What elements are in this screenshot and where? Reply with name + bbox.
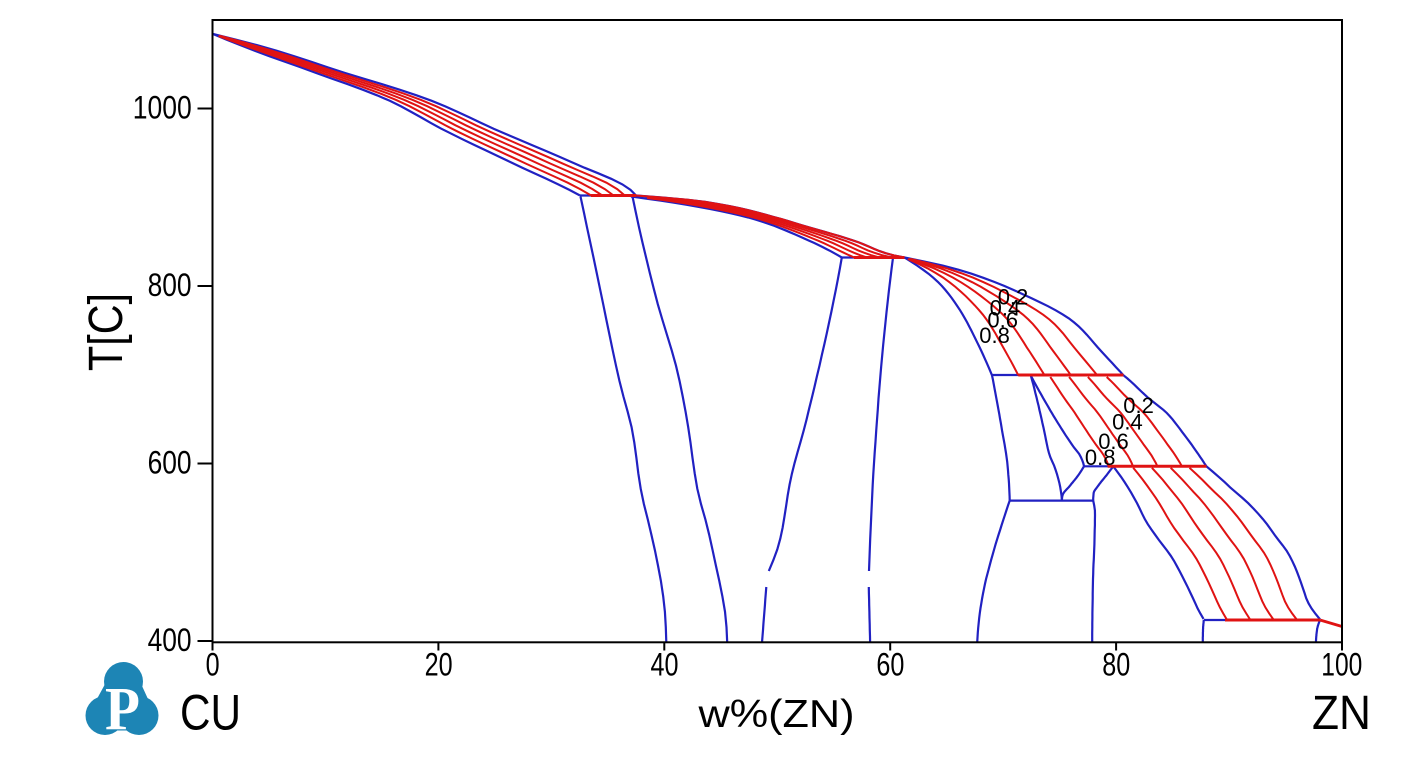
svg-text:CU: CU bbox=[180, 685, 241, 741]
svg-text:0.4: 0.4 bbox=[1112, 410, 1143, 435]
svg-text:400: 400 bbox=[148, 622, 192, 658]
svg-text:800: 800 bbox=[148, 267, 192, 303]
svg-text:40: 40 bbox=[651, 647, 679, 683]
svg-text:T[C]: T[C] bbox=[80, 293, 133, 371]
svg-text:0.6: 0.6 bbox=[987, 308, 1018, 333]
svg-text:0: 0 bbox=[206, 647, 220, 683]
svg-text:20: 20 bbox=[425, 647, 453, 683]
svg-text:0.4: 0.4 bbox=[990, 296, 1021, 321]
svg-text:ZN: ZN bbox=[1312, 687, 1371, 740]
svg-text:0.2: 0.2 bbox=[998, 285, 1029, 310]
svg-text:0.6: 0.6 bbox=[1098, 429, 1129, 454]
svg-text:100: 100 bbox=[1321, 647, 1362, 683]
svg-text:0.8: 0.8 bbox=[979, 323, 1010, 348]
svg-text:60: 60 bbox=[876, 647, 904, 683]
svg-text:1000: 1000 bbox=[133, 90, 192, 126]
svg-text:0.8: 0.8 bbox=[1085, 445, 1116, 470]
svg-text:0.2: 0.2 bbox=[1123, 393, 1154, 418]
svg-text:w%(ZN): w%(ZN) bbox=[697, 693, 854, 736]
svg-text:P: P bbox=[105, 677, 140, 744]
svg-text:600: 600 bbox=[148, 445, 192, 481]
svg-text:80: 80 bbox=[1102, 647, 1130, 683]
